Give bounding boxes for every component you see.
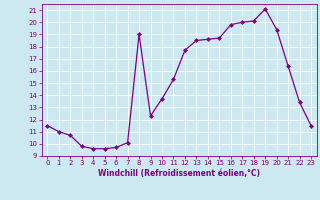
X-axis label: Windchill (Refroidissement éolien,°C): Windchill (Refroidissement éolien,°C)	[98, 169, 260, 178]
